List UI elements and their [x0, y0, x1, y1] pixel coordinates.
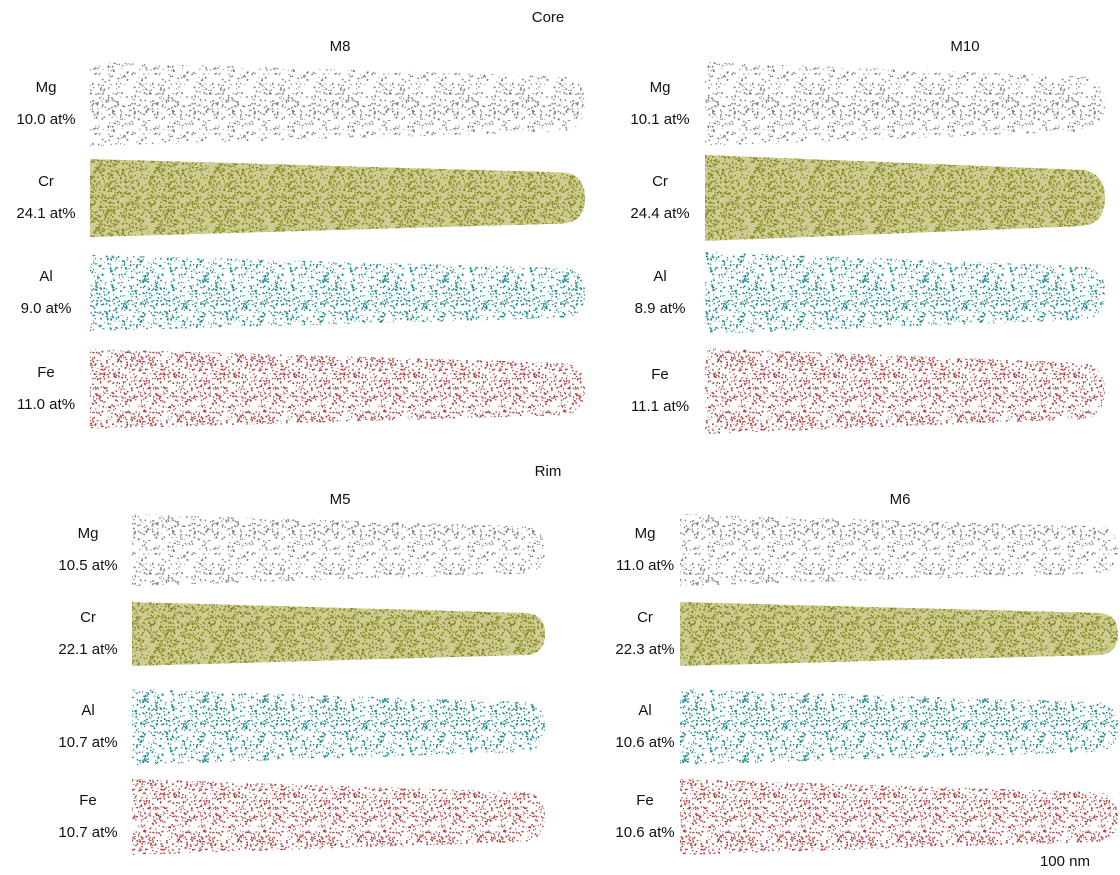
- element-label: Cr: [80, 609, 96, 626]
- element-label: Mg: [650, 79, 671, 96]
- atom-map: [132, 689, 545, 765]
- atom-map: [680, 689, 1118, 765]
- element-label: Cr: [637, 609, 653, 626]
- element-label: Al: [39, 268, 52, 285]
- panel-title: M5: [330, 491, 351, 508]
- atom-map: [132, 779, 545, 855]
- atom-map: [132, 602, 545, 666]
- atom-map: [705, 62, 1105, 146]
- element-label: Cr: [652, 173, 668, 190]
- element-label: Al: [653, 268, 666, 285]
- atom-map: [705, 348, 1105, 434]
- scale-bar-label: 100 nm: [1040, 853, 1090, 870]
- composition-label: 24.4 at%: [630, 205, 689, 222]
- composition-label: 10.0 at%: [16, 111, 75, 128]
- element-label: Al: [81, 702, 94, 719]
- element-label: Al: [638, 702, 651, 719]
- panel-title: M10: [950, 38, 979, 55]
- element-label: Fe: [37, 364, 55, 381]
- element-label: Mg: [36, 79, 57, 96]
- element-label: Mg: [635, 525, 656, 542]
- atom-map: [680, 514, 1118, 586]
- atom-map: [705, 252, 1105, 334]
- composition-label: 22.3 at%: [615, 641, 674, 658]
- composition-label: 10.5 at%: [58, 557, 117, 574]
- element-label: Mg: [78, 525, 99, 542]
- composition-label: 11.0 at%: [17, 396, 75, 413]
- atom-map: [90, 159, 585, 237]
- element-label: Fe: [79, 792, 97, 809]
- composition-label: 10.6 at%: [615, 824, 674, 841]
- composition-label: 10.1 at%: [630, 111, 689, 128]
- atom-map: [132, 514, 545, 586]
- composition-label: 24.1 at%: [16, 205, 75, 222]
- element-label: Fe: [636, 792, 654, 809]
- panel-title: M8: [330, 38, 351, 55]
- composition-label: 10.6 at%: [615, 734, 674, 751]
- composition-label: 10.7 at%: [58, 824, 117, 841]
- atom-map: [680, 602, 1118, 666]
- element-label: Cr: [38, 173, 54, 190]
- atom-map: [90, 255, 585, 331]
- composition-label: 9.0 at%: [21, 300, 72, 317]
- section-title: Rim: [535, 463, 562, 480]
- atom-map: [90, 62, 585, 146]
- composition-label: 11.0 at%: [616, 557, 674, 574]
- atom-map: [90, 349, 585, 429]
- composition-label: 11.1 at%: [631, 398, 689, 415]
- section-title: Core: [532, 9, 565, 26]
- composition-label: 8.9 at%: [635, 300, 686, 317]
- composition-label: 10.7 at%: [58, 734, 117, 751]
- atom-map: [680, 779, 1118, 855]
- figure: 100 nm Core M8 Mg 10.0 at% Cr 24.1 at% Al 9.0 a…: [0, 0, 1120, 875]
- element-label: Fe: [651, 366, 669, 383]
- atom-map: [705, 155, 1105, 241]
- panel-title: M6: [890, 491, 911, 508]
- composition-label: 22.1 at%: [58, 641, 117, 658]
